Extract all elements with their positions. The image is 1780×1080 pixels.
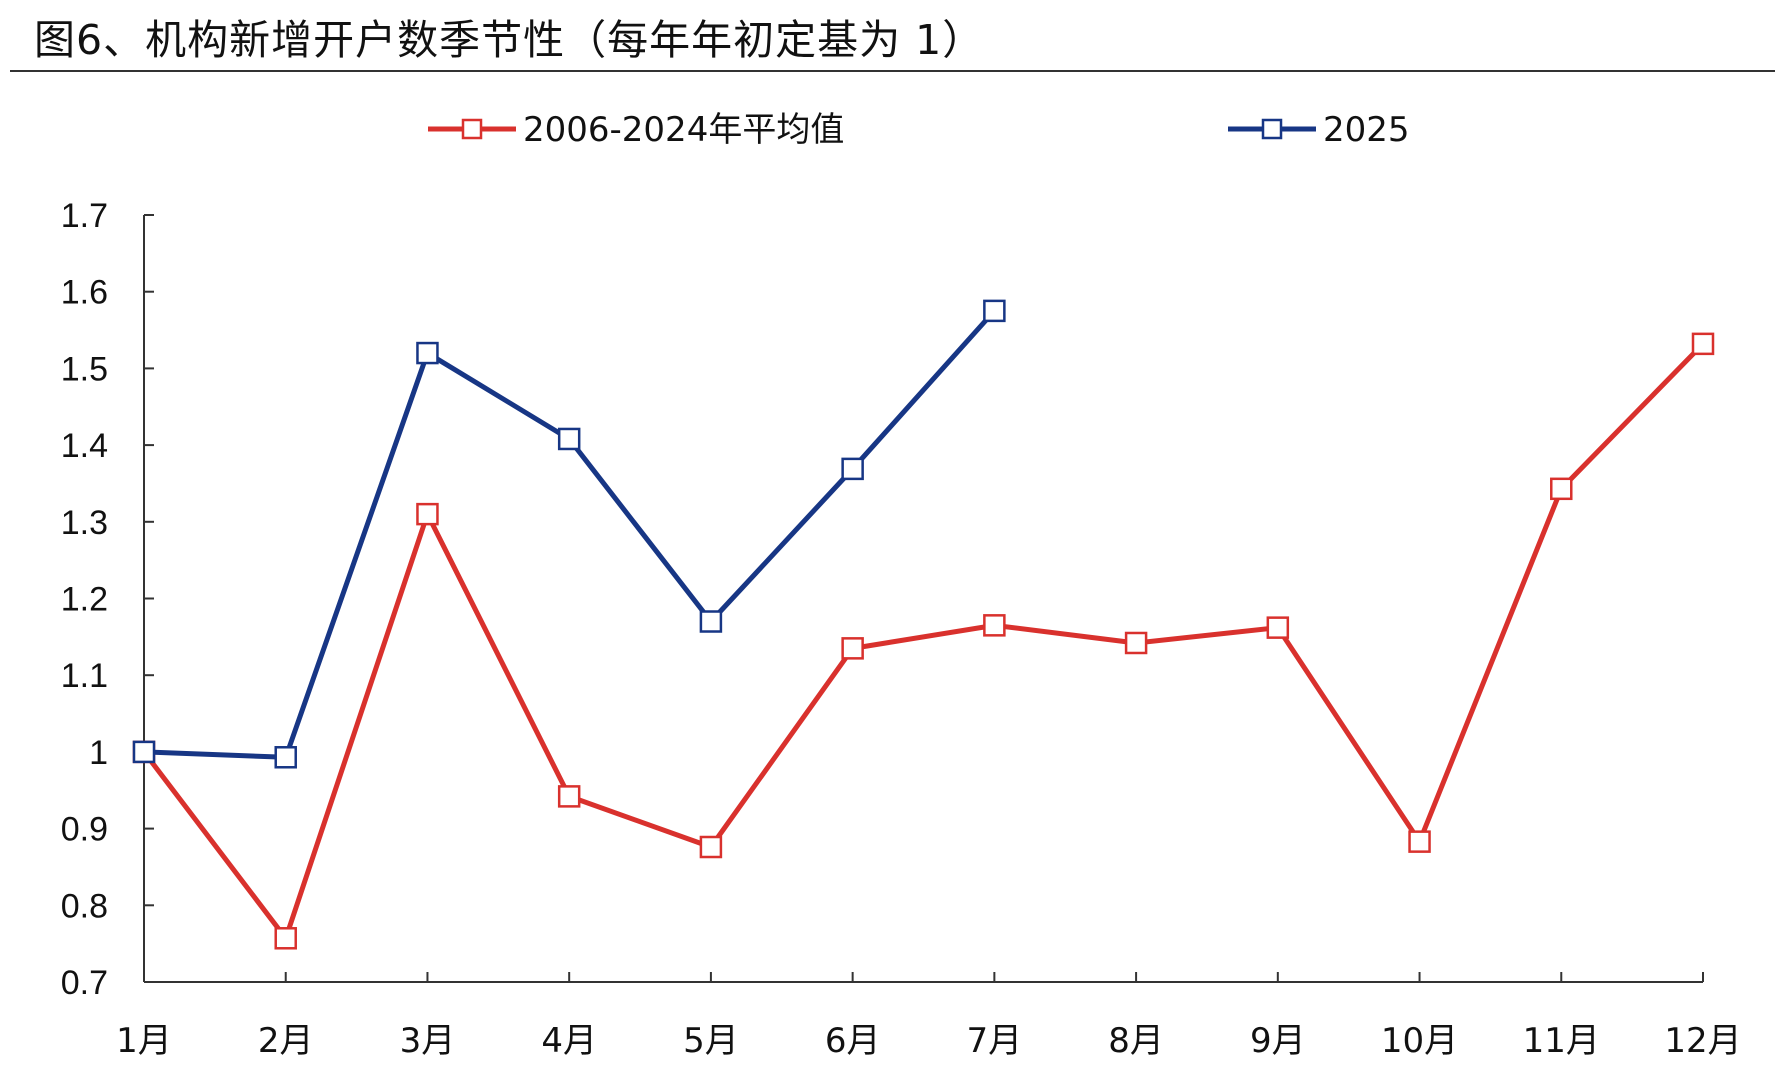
legend-swatch-marker [461, 118, 483, 140]
series-2 [132, 299, 1006, 769]
legend: 2006-2024年平均值 2025 [428, 110, 1410, 150]
series-layer [132, 299, 1715, 950]
legend-label: 2006-2024年平均值 [523, 110, 844, 150]
title-divider [10, 70, 1775, 72]
y-tick-label: 1.3 [61, 504, 108, 542]
series-1-point [1408, 830, 1431, 853]
series-1-point [1691, 332, 1715, 356]
series-2-point [132, 740, 156, 764]
x-tick-label: 8月 [1108, 1021, 1164, 1061]
x-tick-label: 11月 [1523, 1021, 1600, 1061]
y-tick-label: 1.5 [61, 350, 108, 388]
y-tick-label: 1.1 [61, 657, 108, 695]
series-2-line [143, 309, 997, 760]
series-1-point [983, 614, 1006, 637]
legend-swatch-marker [1261, 118, 1283, 140]
series-2-point [983, 299, 1006, 323]
series-1-point [557, 785, 581, 808]
x-tick-label: 12月 [1664, 1021, 1741, 1061]
series-1-point [1550, 477, 1573, 501]
x-tick-label: 1月 [116, 1021, 172, 1061]
axes: 0.7 0.8 0.9 1 1.1 1.2 1.3 1.4 1.5 1.6 1.7 1月 2月 3月 4月 5… [61, 197, 1742, 1061]
legend-label: 2025 [1323, 110, 1410, 150]
series-1-point [699, 835, 723, 859]
series-1-point [416, 502, 439, 526]
y-tick-label: 0.9 [61, 811, 108, 849]
series-2-point [274, 746, 297, 769]
y-tick-label: 1.4 [61, 427, 108, 465]
series-2-point [699, 610, 723, 633]
y-tick-label: 1 [89, 734, 108, 772]
title-bar: 图6、机构新增开户数季节性（每年年初定基为 1） [0, 0, 1780, 72]
x-tick-label: 4月 [541, 1021, 597, 1061]
x-tick-label: 2月 [258, 1021, 314, 1061]
x-tick-label: 6月 [825, 1021, 881, 1061]
x-tick-label: 7月 [967, 1021, 1023, 1061]
x-tick-label: 3月 [400, 1021, 456, 1061]
y-tick-label: 0.8 [61, 887, 108, 925]
y-tick-label: 0.7 [61, 964, 108, 1002]
series-2-point [841, 457, 864, 481]
x-tick-label: 5月 [683, 1021, 739, 1061]
series-1 [132, 332, 1715, 950]
x-tick-label: 9月 [1250, 1021, 1306, 1061]
chart-title: 图6、机构新增开户数季节性（每年年初定基为 1） [34, 16, 985, 64]
series-2-point [416, 341, 439, 365]
series-1-point [1266, 616, 1290, 639]
x-tick-label: 10月 [1381, 1021, 1458, 1061]
y-tick-label: 1.6 [61, 274, 108, 312]
y-tick-label: 1.7 [61, 197, 108, 235]
series-1-point [274, 927, 297, 950]
series-2-point [557, 427, 581, 451]
series-1-point [1124, 631, 1148, 655]
series-1-line [142, 342, 1705, 941]
series-1-point [841, 637, 864, 660]
y-tick-label: 1.2 [61, 581, 108, 619]
